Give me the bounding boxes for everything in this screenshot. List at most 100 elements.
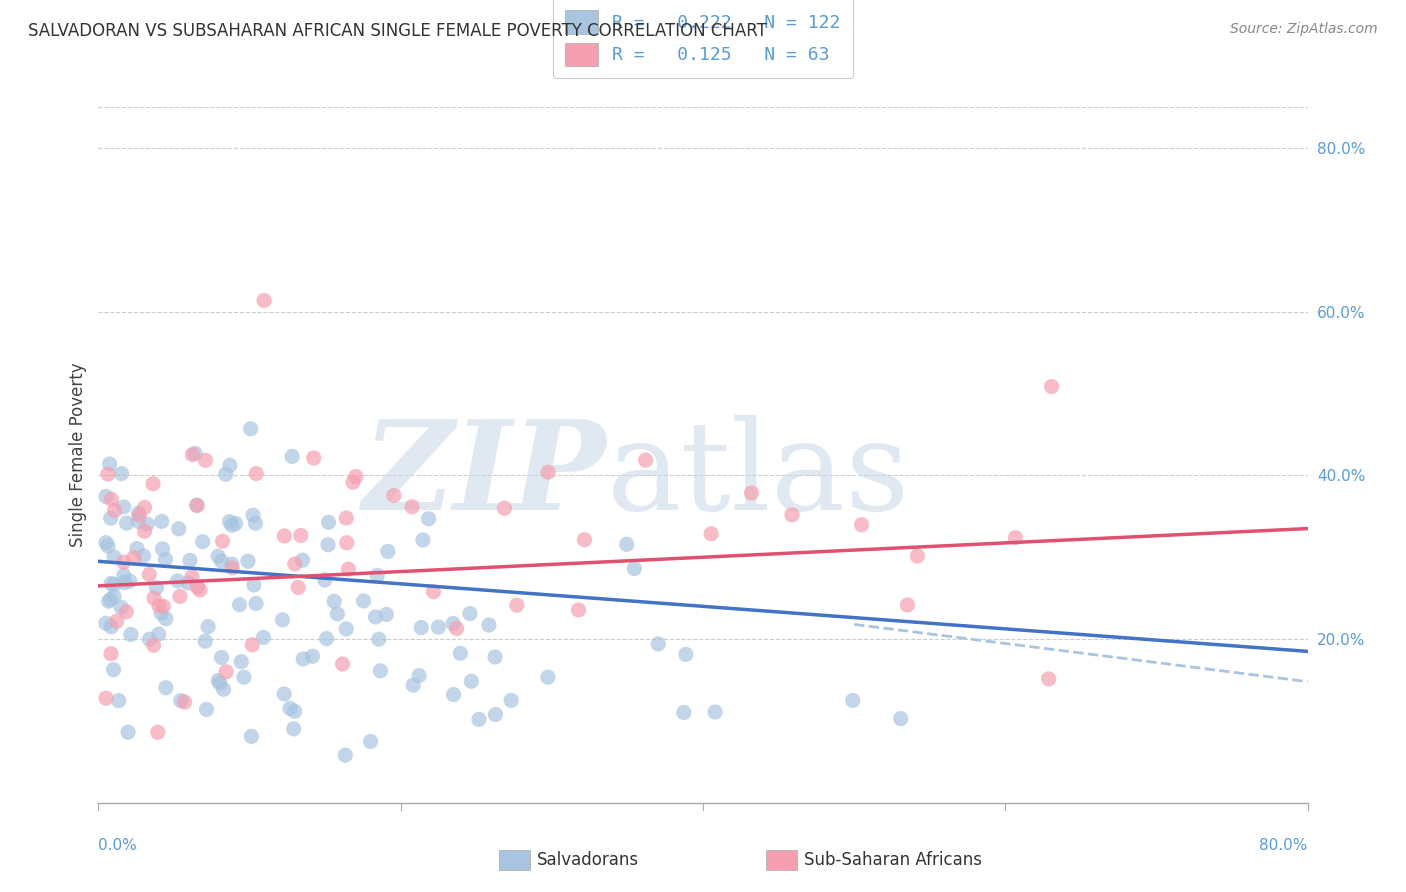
Point [148, 599, 170, 613]
Point [316, 538, 339, 552]
Point [326, 607, 349, 621]
Point [1040, 379, 1063, 393]
Point [138, 632, 160, 647]
Point [494, 501, 516, 516]
Point [107, 693, 129, 707]
Point [412, 533, 434, 547]
Point [468, 712, 491, 726]
Point [134, 524, 156, 539]
Point [120, 627, 142, 641]
Point [273, 529, 295, 543]
Point [360, 734, 382, 748]
Point [134, 500, 156, 515]
Point [245, 516, 267, 531]
Point [100, 492, 122, 507]
Point [97, 594, 120, 608]
Point [574, 533, 596, 547]
Point [284, 557, 307, 571]
Point [842, 693, 865, 707]
Point [138, 567, 160, 582]
Point [1038, 672, 1060, 686]
Point [152, 599, 174, 614]
Point [148, 627, 170, 641]
Point [104, 503, 127, 517]
Point [377, 544, 399, 558]
Point [103, 589, 125, 603]
Point [700, 526, 723, 541]
Point [94, 691, 117, 706]
Text: Salvadorans: Salvadorans [537, 851, 640, 869]
Point [318, 516, 340, 530]
Point [292, 652, 315, 666]
Point [284, 704, 307, 718]
Point [128, 506, 150, 520]
Point [537, 465, 560, 479]
Point [100, 592, 122, 607]
Point [212, 682, 235, 697]
Point [110, 467, 132, 481]
Point [105, 614, 128, 628]
Point [181, 570, 204, 584]
Point [243, 578, 266, 592]
Point [146, 725, 169, 739]
Point [449, 646, 471, 660]
Point [366, 568, 388, 582]
Point [215, 467, 238, 482]
Point [150, 606, 173, 620]
Point [127, 514, 149, 528]
Point [314, 573, 336, 587]
Point [342, 475, 364, 490]
Point [221, 558, 243, 572]
Point [186, 580, 208, 594]
Point [110, 600, 132, 615]
Point [353, 594, 375, 608]
Point [422, 584, 444, 599]
Point [460, 674, 482, 689]
Point [443, 688, 465, 702]
Point [245, 597, 267, 611]
Point [506, 598, 529, 612]
Point [478, 618, 501, 632]
Point [315, 632, 337, 646]
Point [382, 488, 405, 502]
Point [145, 581, 167, 595]
Point [290, 528, 312, 542]
Point [215, 665, 238, 679]
Point [616, 537, 638, 551]
Point [125, 541, 148, 556]
Point [401, 500, 423, 514]
Point [112, 568, 135, 582]
Point [103, 549, 125, 564]
Point [344, 469, 367, 483]
Point [375, 607, 398, 622]
Point [740, 486, 762, 500]
Point [245, 467, 267, 481]
Point [218, 515, 240, 529]
Point [335, 511, 357, 525]
Point [418, 512, 440, 526]
Point [197, 620, 219, 634]
Point [155, 552, 177, 566]
Point [240, 730, 263, 744]
Point [537, 670, 560, 684]
Point [890, 712, 912, 726]
Point [115, 516, 138, 530]
Point [427, 620, 450, 634]
Point [675, 648, 697, 662]
Point [273, 687, 295, 701]
Point [112, 500, 135, 514]
Point [402, 678, 425, 692]
Point [291, 553, 314, 567]
Point [100, 511, 122, 525]
Point [132, 549, 155, 563]
Point [188, 582, 211, 597]
Point [94, 616, 117, 631]
Point [851, 517, 873, 532]
Point [278, 701, 301, 715]
Point [634, 453, 657, 467]
Point [253, 293, 276, 308]
Point [252, 631, 274, 645]
Point [122, 550, 145, 565]
Point [647, 637, 669, 651]
Point [150, 515, 173, 529]
